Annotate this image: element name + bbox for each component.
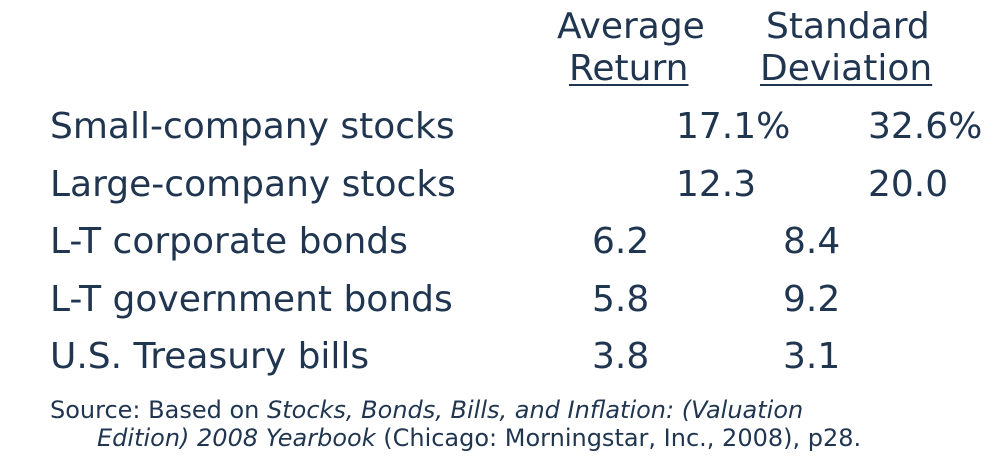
source-note-line1: Source: Based on Stocks, Bonds, Bills, a…: [50, 396, 803, 424]
header-std-line1: Standard: [766, 6, 930, 47]
row-avg: 3.8: [592, 336, 650, 377]
row-std: 20.0: [868, 164, 949, 205]
header-deviation: Deviation: [760, 48, 932, 90]
header-average-line2: Return: [569, 48, 689, 89]
row-std: 8.4: [783, 221, 841, 262]
header-average: Average: [557, 6, 705, 48]
row-avg: 17.1%: [676, 106, 791, 147]
row-avg: 6.2: [592, 221, 650, 262]
source-title-part1: Stocks, Bonds, Bills, and Inflation: (Va…: [266, 396, 804, 424]
source-note-line2: Edition) 2008 Yearbook (Chicago: Morning…: [97, 424, 861, 452]
row-std: 3.1: [783, 336, 841, 377]
row-label: L-T government bonds: [50, 279, 453, 320]
row-label: U.S. Treasury bills: [50, 336, 370, 377]
row-avg: 5.8: [592, 279, 650, 320]
source-prefix: Source: Based on: [50, 396, 267, 424]
row-label: L-T corporate bonds: [50, 221, 408, 262]
header-std-line2: Deviation: [760, 48, 933, 89]
source-suffix: (Chicago: Morningstar, Inc., 2008), p28.: [375, 424, 862, 452]
row-label: Large-company stocks: [50, 164, 456, 205]
source-title-part2: Edition) 2008 Yearbook: [97, 424, 376, 452]
header-return: Return: [569, 48, 688, 90]
row-std: 9.2: [783, 279, 841, 320]
header-average-line1: Average: [557, 6, 705, 47]
header-standard: Standard: [766, 6, 930, 48]
row-avg: 12.3: [676, 164, 757, 205]
row-label: Small-company stocks: [50, 106, 455, 147]
row-std: 32.6%: [868, 106, 983, 147]
